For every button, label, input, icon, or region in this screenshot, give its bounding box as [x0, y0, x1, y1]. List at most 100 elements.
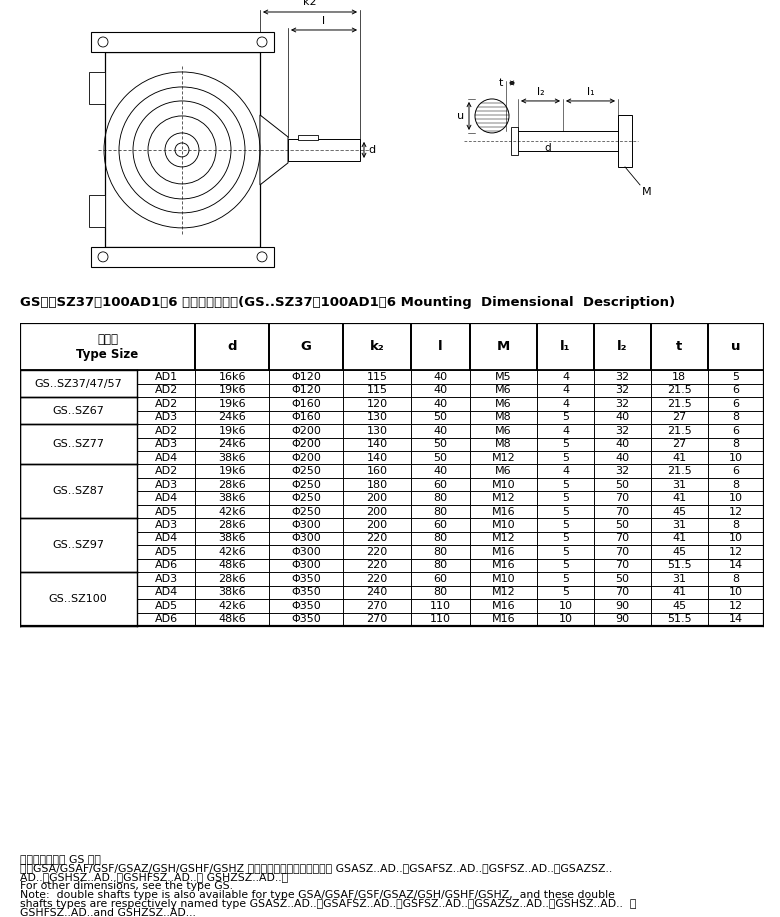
Text: 5: 5 — [732, 372, 739, 382]
Text: GS..SZ87: GS..SZ87 — [52, 486, 104, 496]
Bar — [511, 127, 518, 155]
Text: 45: 45 — [672, 547, 686, 557]
Text: 27: 27 — [672, 439, 686, 449]
Text: 115: 115 — [367, 385, 388, 395]
Text: l₂: l₂ — [537, 87, 544, 97]
Text: 8: 8 — [732, 413, 739, 423]
Text: 200: 200 — [367, 506, 388, 516]
Text: M12: M12 — [491, 587, 516, 597]
Text: 50: 50 — [615, 574, 629, 584]
Text: 8: 8 — [732, 439, 739, 449]
Text: 5: 5 — [562, 534, 569, 544]
Text: 80: 80 — [433, 587, 447, 597]
Text: M8: M8 — [495, 413, 512, 423]
Text: M6: M6 — [495, 399, 512, 409]
Text: AD2: AD2 — [154, 466, 178, 476]
Text: AD2: AD2 — [154, 385, 178, 395]
Text: 10: 10 — [558, 601, 573, 611]
Text: 130: 130 — [367, 413, 388, 423]
Text: M16: M16 — [491, 506, 515, 516]
Text: GS．．SZ37－100AD1－6 安装结构尺寸　(GS..SZ37－100AD1－6 Mounting  Dimensional  Description): GS．．SZ37－100AD1－6 安装结构尺寸 (GS..SZ37－100AD… — [20, 296, 675, 309]
Text: 240: 240 — [367, 587, 388, 597]
Text: Φ120: Φ120 — [292, 372, 321, 382]
Text: 5: 5 — [562, 520, 569, 530]
Bar — [105, 52, 260, 247]
Text: 19k6: 19k6 — [218, 466, 246, 476]
Text: M6: M6 — [495, 466, 512, 476]
Text: AD3: AD3 — [154, 413, 178, 423]
Bar — [618, 115, 632, 167]
Text: M16: M16 — [491, 614, 515, 624]
Text: GS..SZ77: GS..SZ77 — [52, 439, 104, 449]
Text: 其它尺寸请参照 GS 型。: 其它尺寸请参照 GS 型。 — [20, 854, 101, 864]
Text: AD3: AD3 — [154, 574, 178, 584]
Text: G: G — [301, 340, 312, 353]
Text: 10: 10 — [729, 493, 743, 503]
Text: 4: 4 — [562, 372, 569, 382]
Text: 5: 5 — [562, 506, 569, 516]
Text: 40: 40 — [433, 425, 447, 436]
Polygon shape — [260, 115, 288, 185]
Text: M16: M16 — [491, 601, 515, 611]
Text: 21.5: 21.5 — [667, 385, 692, 395]
Text: 42k6: 42k6 — [218, 547, 246, 557]
Text: k₂: k₂ — [370, 340, 385, 353]
Text: 130: 130 — [367, 425, 388, 436]
Text: Φ250: Φ250 — [292, 466, 321, 476]
Bar — [518, 131, 618, 151]
Text: 28k6: 28k6 — [218, 480, 246, 490]
Text: AD1: AD1 — [154, 372, 178, 382]
Text: 10: 10 — [729, 587, 743, 597]
Text: u: u — [457, 111, 464, 121]
Bar — [298, 135, 318, 140]
Text: AD3: AD3 — [154, 439, 178, 449]
Text: 5: 5 — [562, 480, 569, 490]
Text: 4: 4 — [562, 385, 569, 395]
Text: Φ300: Φ300 — [292, 560, 321, 570]
Text: 4: 4 — [562, 466, 569, 476]
Text: Φ160: Φ160 — [292, 399, 321, 409]
Text: 5: 5 — [562, 413, 569, 423]
Text: 5: 5 — [562, 439, 569, 449]
Text: 21.5: 21.5 — [667, 466, 692, 476]
Text: 19k6: 19k6 — [218, 385, 246, 395]
Text: Φ200: Φ200 — [292, 453, 321, 463]
Text: Φ200: Φ200 — [292, 439, 321, 449]
Text: 5: 5 — [562, 574, 569, 584]
Text: AD4: AD4 — [154, 493, 178, 503]
Text: 41: 41 — [672, 453, 686, 463]
Text: 40: 40 — [615, 413, 629, 423]
Text: Note:  double shafts type is also available for type GSA/GSAF/GSF/GSAZ/GSH/GSHF/: Note: double shafts type is also availab… — [20, 889, 615, 900]
Text: l₂: l₂ — [617, 340, 628, 353]
Text: 19k6: 19k6 — [218, 425, 246, 436]
Text: Φ250: Φ250 — [292, 493, 321, 503]
Text: 200: 200 — [367, 493, 388, 503]
Text: 120: 120 — [367, 399, 388, 409]
Text: 40: 40 — [433, 399, 447, 409]
Text: 12: 12 — [729, 601, 743, 611]
Text: AD6: AD6 — [154, 614, 178, 624]
Text: 70: 70 — [615, 534, 629, 544]
Text: 90: 90 — [615, 601, 629, 611]
Text: 4: 4 — [562, 399, 569, 409]
Text: 90: 90 — [615, 614, 629, 624]
Text: 50: 50 — [433, 413, 447, 423]
Text: 140: 140 — [367, 439, 388, 449]
Text: M10: M10 — [491, 574, 515, 584]
Text: 40: 40 — [433, 385, 447, 395]
Text: 220: 220 — [367, 547, 388, 557]
Text: l₁: l₁ — [560, 340, 571, 353]
Text: 48k6: 48k6 — [218, 614, 246, 624]
Text: 12: 12 — [729, 506, 743, 516]
Text: d: d — [544, 143, 551, 153]
Text: 14: 14 — [729, 614, 743, 624]
Text: 28k6: 28k6 — [218, 574, 246, 584]
Text: M12: M12 — [491, 453, 516, 463]
Text: 50: 50 — [615, 480, 629, 490]
Text: 270: 270 — [367, 614, 388, 624]
Text: 70: 70 — [615, 587, 629, 597]
Text: 80: 80 — [433, 547, 447, 557]
Text: 80: 80 — [433, 493, 447, 503]
Text: AD4: AD4 — [154, 534, 178, 544]
Text: 70: 70 — [615, 560, 629, 570]
